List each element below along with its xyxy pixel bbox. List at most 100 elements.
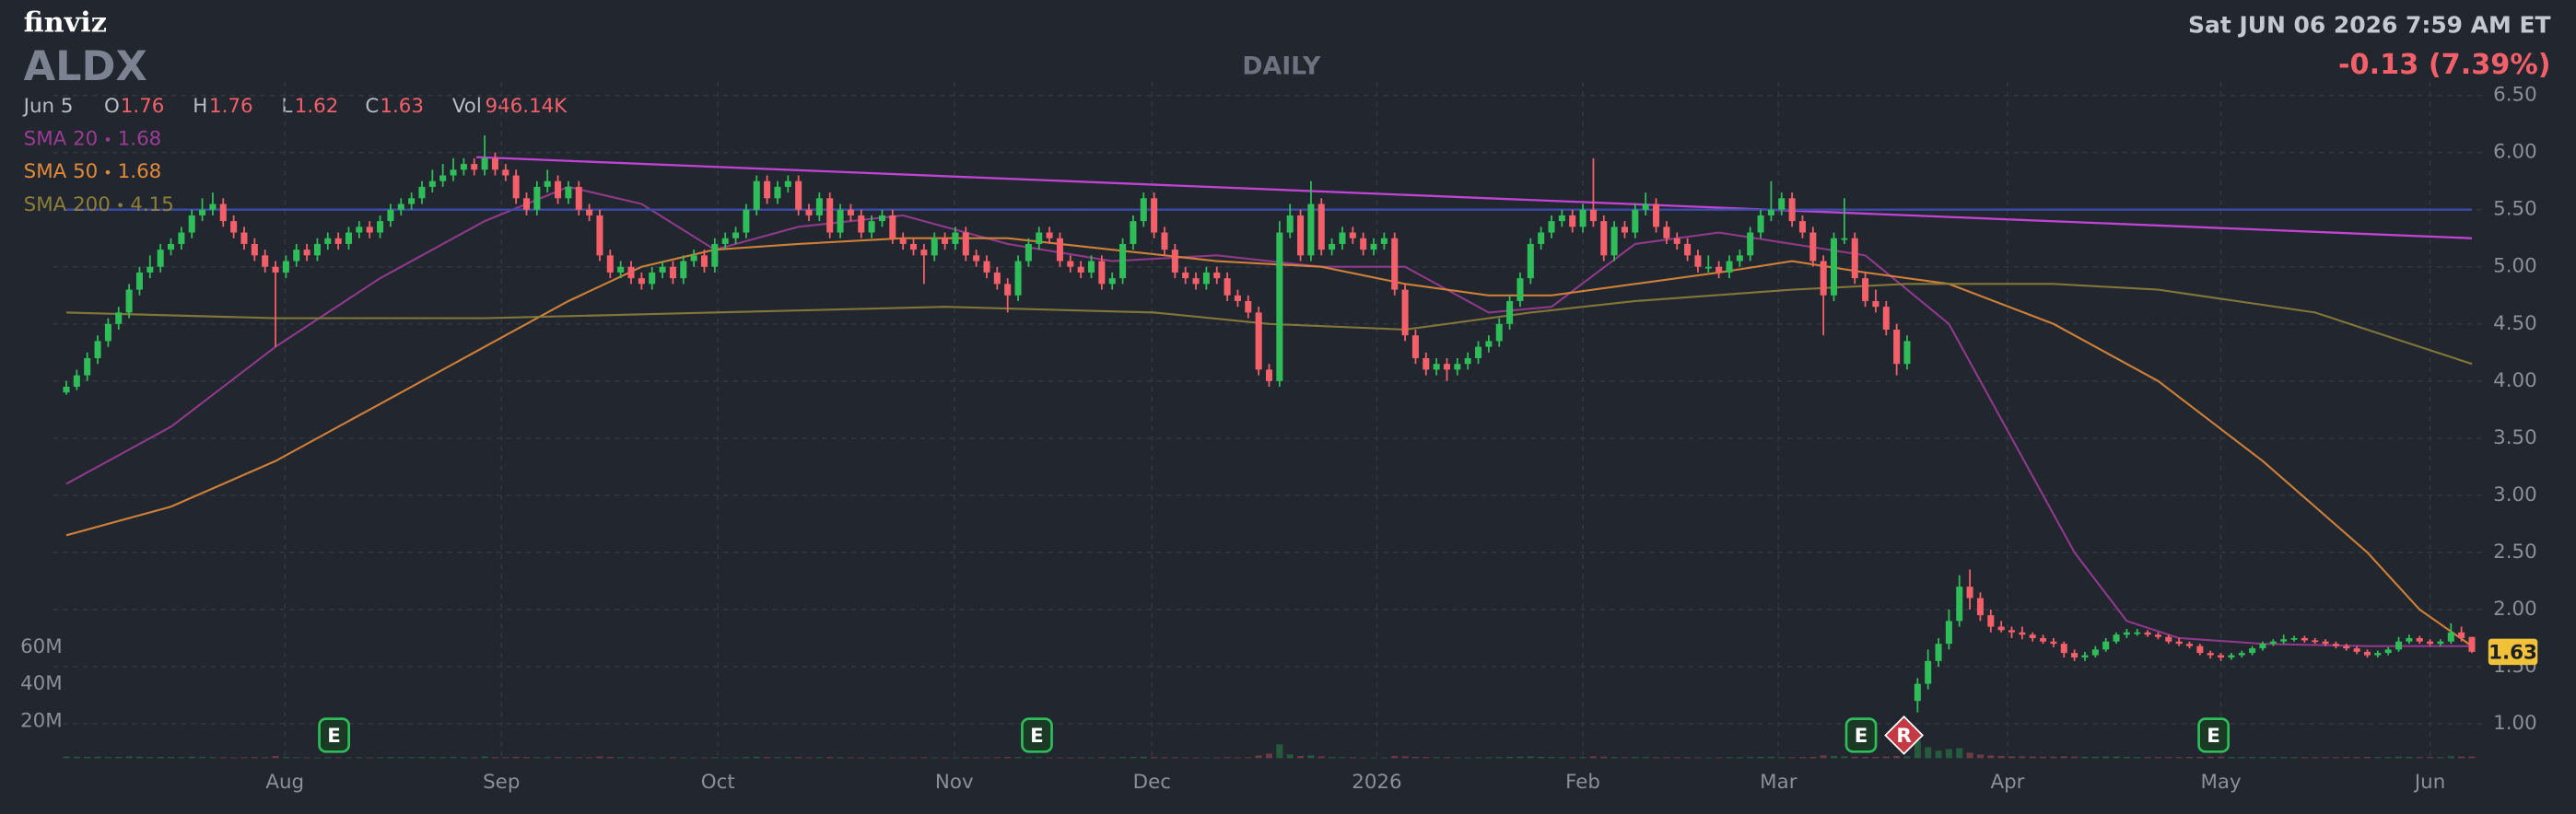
candle-body: [815, 198, 823, 215]
volume-bar: [784, 757, 791, 759]
candle-body: [1862, 278, 1869, 301]
volume-bar: [94, 756, 101, 759]
candle-body: [522, 198, 531, 210]
volume-bar: [1401, 756, 1409, 759]
candle-body: [1339, 232, 1346, 244]
candle-body: [1370, 243, 1377, 250]
volume-bar: [1056, 757, 1063, 759]
volume-bar: [219, 757, 227, 759]
volume-bar: [669, 757, 676, 759]
volume-bar: [262, 757, 269, 759]
candle-body: [428, 180, 436, 187]
candle-body: [1192, 278, 1200, 285]
candle-body: [230, 221, 238, 233]
candle-body: [606, 255, 614, 273]
candle-body: [1380, 238, 1388, 244]
volume-bar: [1893, 755, 1901, 759]
volume-bar: [555, 757, 562, 759]
volume-bar: [858, 757, 865, 759]
volume-bar: [2071, 756, 2078, 759]
volume-bar: [1925, 747, 1932, 759]
volume-bar: [1516, 756, 1524, 759]
volume-bar: [878, 757, 885, 759]
volume-bar: [2301, 757, 2308, 759]
candle-body: [2102, 641, 2110, 650]
x-tick-label: Jun: [2413, 771, 2445, 794]
volume-bar: [1653, 757, 1660, 759]
volume-bar: [659, 757, 666, 759]
candle-body: [2353, 648, 2360, 652]
volume-bar: [2019, 756, 2026, 759]
volume-bar: [366, 757, 373, 759]
candle-body: [659, 266, 666, 273]
volume-bar: [1475, 757, 1482, 759]
candle-body: [1036, 232, 1043, 244]
volume-bar: [2050, 756, 2057, 759]
candle-body: [983, 261, 990, 273]
event-badge: [1844, 717, 1878, 753]
volume-bar: [942, 757, 949, 759]
volume-bar: [1380, 757, 1388, 759]
candle-body: [2259, 644, 2266, 649]
y-tick-label: 3.50: [2493, 426, 2537, 449]
candle-body: [282, 261, 289, 273]
ohlc-legend: Jun 5 O 1.76 H 1.76 L 1.62 C 1.63 Vol 94…: [22, 95, 568, 118]
volume-bar: [1684, 757, 1692, 759]
volume-bar: [1579, 757, 1587, 759]
volume-bar: [491, 757, 498, 759]
volume-bar: [1558, 757, 1565, 759]
volume-bar: [502, 757, 509, 759]
candle-body: [115, 312, 123, 324]
candle-body: [293, 250, 300, 262]
candle-body: [1663, 227, 1670, 238]
volume-bar: [1108, 757, 1116, 759]
candle-body: [219, 204, 227, 222]
volume-bar: [1831, 755, 1838, 759]
volume-bar: [1956, 748, 1963, 759]
volume-tick-label: 20M: [20, 709, 63, 732]
volume-bar: [2134, 757, 2141, 759]
candle-body: [1872, 300, 1879, 308]
volume-bar: [1778, 757, 1786, 759]
candle-body: [774, 186, 781, 199]
volume-bar: [690, 757, 697, 759]
volume-bar: [805, 757, 813, 759]
y-tick-label: 2.50: [2493, 541, 2537, 564]
candle-body: [743, 209, 750, 233]
candle-body: [2185, 644, 2194, 646]
volume-bar: [764, 757, 771, 759]
candle-body: [837, 209, 844, 233]
candle-body: [1098, 261, 1106, 285]
candle-body: [502, 169, 509, 176]
event-marker: E: [1844, 717, 1878, 753]
legend-name: SMA 200: [24, 193, 111, 216]
candle-body: [1778, 198, 1786, 210]
candle-body: [2374, 653, 2382, 656]
volume-bar: [2259, 757, 2266, 759]
volume-bar: [2165, 757, 2172, 759]
candle-body: [2332, 644, 2339, 646]
candle-body: [2113, 634, 2120, 642]
volume-bar: [565, 757, 572, 759]
volume-bar: [1589, 756, 1597, 759]
volume-bar: [2249, 757, 2256, 759]
volume-bar: [377, 757, 384, 759]
volume-bar: [2343, 757, 2350, 759]
candle-body: [1694, 255, 1702, 267]
volume-bar: [1119, 757, 1127, 759]
volume-bar: [2384, 757, 2392, 759]
x-tick-label: Mar: [1760, 771, 1797, 794]
x-tick-label: 2026: [1352, 771, 1401, 794]
volume-bar: [1945, 749, 1952, 759]
candle-body: [334, 238, 342, 244]
y-tick-label: 6.00: [2493, 141, 2537, 164]
candle-body: [1841, 238, 1848, 240]
event-badge: [2197, 717, 2230, 753]
last-date: Jun 5: [22, 95, 74, 118]
volume-bar: [2406, 756, 2413, 759]
candle-body: [1454, 364, 1461, 370]
volume-bar: [2040, 756, 2047, 759]
brand[interactable]: finviz: [24, 7, 107, 40]
candle-body: [638, 278, 645, 285]
ohlc-value: 1.63: [380, 95, 424, 118]
